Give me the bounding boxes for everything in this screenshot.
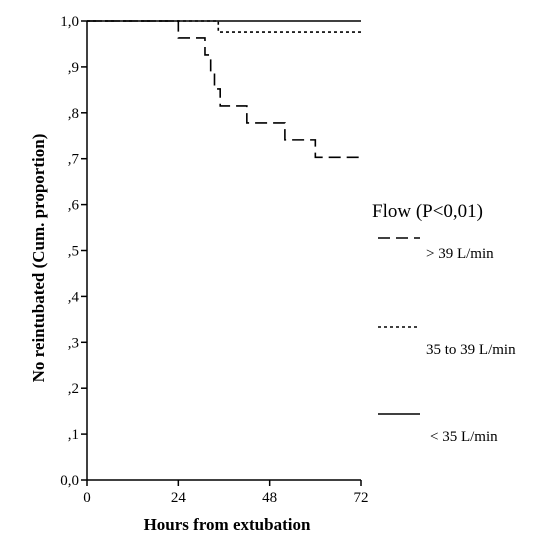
y-tick-label: ,6 — [68, 198, 80, 214]
y-tick-label: ,4 — [68, 289, 80, 305]
series-line-0 — [87, 20, 361, 159]
x-tick-label: 72 — [354, 490, 369, 506]
series-group — [87, 20, 361, 159]
x-tick-label: 24 — [171, 490, 187, 506]
y-tick-label: ,8 — [68, 106, 79, 122]
x-axis-title: Hours from extubation — [144, 515, 311, 534]
y-tick-label: 1,0 — [60, 14, 79, 30]
y-tick-label: 0,0 — [60, 473, 79, 489]
y-tick-label: ,9 — [68, 60, 79, 76]
series-line-1 — [87, 20, 361, 33]
y-tick-label: ,7 — [68, 152, 80, 168]
legend: Flow (P<0,01) > 39 L/min 35 to 39 L/min … — [372, 201, 516, 445]
x-tick-label: 48 — [262, 490, 277, 506]
legend-label-gt39: > 39 L/min — [426, 246, 494, 262]
y-tick-label: ,1 — [68, 427, 79, 443]
y-tick-label: ,5 — [68, 244, 79, 260]
x-ticks: 0 24 48 72 — [83, 480, 369, 506]
axes — [86, 21, 361, 481]
y-tick-label: ,2 — [68, 381, 79, 397]
legend-label-lt35: < 35 L/min — [430, 429, 498, 445]
y-ticks: 0,0 ,1 ,2 ,3 ,4 ,5 ,6 ,7 ,8 ,9 1,0 — [60, 14, 87, 489]
legend-label-35to39: 35 to 39 L/min — [426, 342, 516, 358]
x-tick-label: 0 — [83, 490, 91, 506]
y-axis-title: No reintubated (Cum. proportion) — [29, 134, 48, 383]
legend-title: Flow (P<0,01) — [372, 201, 483, 222]
y-tick-label: ,3 — [68, 335, 79, 351]
